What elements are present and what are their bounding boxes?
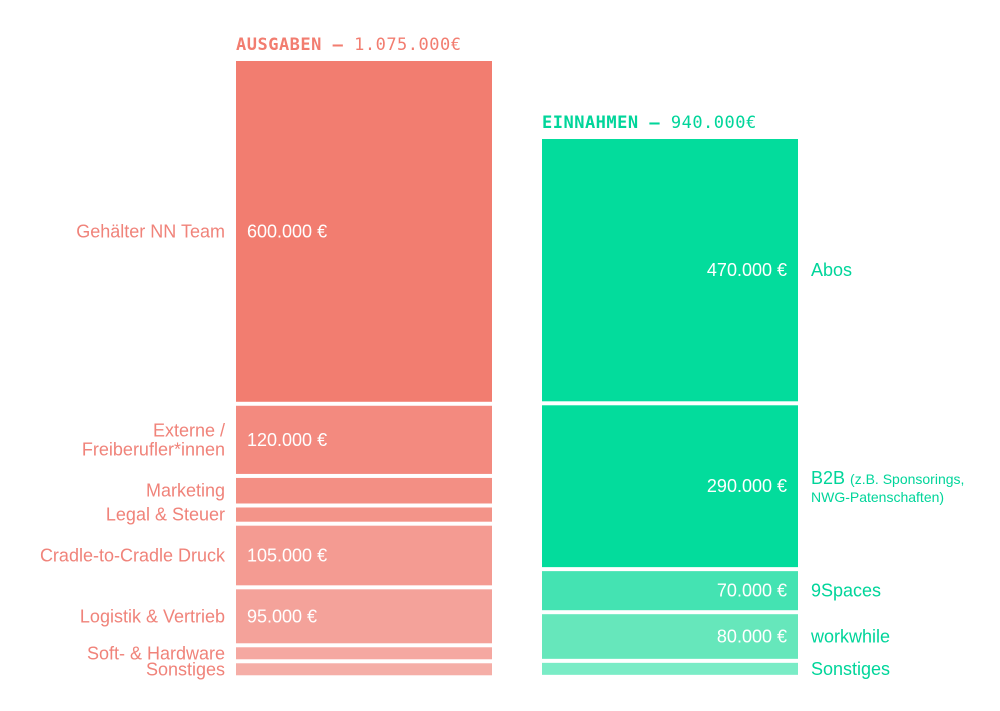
einnahmen-label-name: B2B [811, 468, 850, 488]
einnahmen-bar-b2b [542, 405, 798, 568]
ausgaben-label-geh-lter-nn-team: Gehälter NN Team [76, 221, 225, 241]
ausgaben-bar-sonstiges [236, 663, 492, 676]
ausgaben-label-line: Legal & Steuer [106, 505, 225, 525]
ausgaben-bar-logistik-vertrieb [236, 589, 492, 644]
ausgaben-title-separator: — [333, 35, 354, 55]
einnahmen-label-workwhile: workwhile [810, 627, 890, 647]
ausgaben-label-sonstiges: Sonstiges [146, 659, 225, 679]
ausgaben-label-externe-freiberufler-innen: Externe / Freiberufler*innen [82, 420, 225, 459]
ausgaben-bar-soft-hardware [236, 647, 492, 660]
ausgaben-label-line: Freiberufler*innen [82, 439, 225, 459]
einnahmen-bar-sonstiges [542, 662, 798, 675]
einnahmen-value-9spaces: 70.000 € [717, 581, 787, 601]
ausgaben-bar-legal-steuer [236, 507, 492, 522]
ausgaben-bar-geh-lter-nn-team [236, 61, 492, 402]
einnahmen-value-workwhile: 80.000 € [717, 627, 787, 647]
ausgaben-value-geh-lter-nn-team: 600.000 € [247, 221, 327, 241]
ausgaben-title-total: 1.075.000€ [354, 35, 461, 55]
einnahmen-bar-workwhile [542, 614, 798, 659]
ausgaben-bar-externe-freiberufler-innen [236, 405, 492, 474]
einnahmen-value-b2b: 290.000 € [707, 476, 787, 496]
einnahmen-label-abos: Abos [811, 260, 852, 280]
einnahmen-bar-abos [542, 139, 798, 402]
ausgaben-label-line: Sonstiges [146, 659, 225, 679]
ausgaben-title-text: AUSGABEN [236, 35, 333, 55]
ausgaben-value-logistik-vertrieb: 95.000 € [247, 606, 317, 626]
ausgaben-label-line: Soft- & Hardware [87, 643, 225, 663]
ausgaben-label-marketing: Marketing [146, 481, 225, 501]
einnahmen-label-line: 9Spaces [811, 581, 881, 601]
einnahmen-label-b2b: B2B (z.B. Sponsorings, NWG-Patenschaften) [811, 468, 964, 505]
einnahmen-title-separator: — [649, 113, 670, 133]
einnahmen-label-line: Abos [811, 260, 852, 280]
einnahmen-title-total: 940.000€ [671, 113, 757, 133]
einnahmen-label-note: (z.B. Sponsorings, [850, 471, 964, 487]
ausgaben-label-legal-steuer: Legal & Steuer [106, 505, 225, 525]
einnahmen-label-note-line: NWG-Patenschaften) [811, 489, 944, 505]
ausgaben-value-cradle-to-cradle-druck: 105.000 € [247, 546, 327, 566]
ausgaben-label-cradle-to-cradle-druck: Cradle-to-Cradle Druck [40, 546, 226, 566]
ausgaben-bar-marketing [236, 477, 492, 504]
ausgaben-label-soft-hardware: Soft- & Hardware [87, 643, 225, 663]
einnahmen-label-sonstiges: Sonstiges [811, 659, 890, 679]
einnahmen-title: EINNAHMEN — 940.000€ [542, 113, 757, 133]
ausgaben-label-line: Marketing [146, 481, 225, 501]
ausgaben-label-line: Cradle-to-Cradle Druck [40, 546, 226, 566]
einnahmen-label-line: Sonstiges [811, 659, 890, 679]
ausgaben-label-line: Gehälter NN Team [76, 221, 225, 241]
einnahmen-value-abos: 470.000 € [707, 260, 787, 280]
einnahmen-bar-9spaces [542, 571, 798, 611]
ausgaben-bar-cradle-to-cradle-druck [236, 525, 492, 586]
einnahmen-label-line: workwhile [810, 627, 890, 647]
ausgaben-value-externe-freiberufler-innen: 120.000 € [247, 430, 327, 450]
ausgaben-label-logistik-vertrieb: Logistik & Vertrieb [80, 606, 225, 626]
einnahmen-label-9spaces: 9Spaces [811, 581, 881, 601]
ausgaben-label-line: Externe / [153, 420, 225, 440]
ausgaben-label-line: Logistik & Vertrieb [80, 606, 225, 626]
ausgaben-title: AUSGABEN — 1.075.000€ [236, 35, 461, 55]
einnahmen-title-text: EINNAHMEN [542, 113, 649, 133]
